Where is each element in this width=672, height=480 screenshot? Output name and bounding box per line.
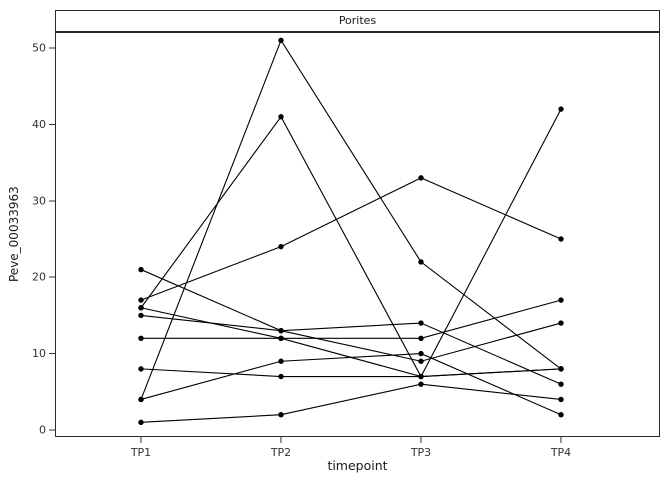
x-tick-label: TP2 — [270, 446, 291, 459]
data-point — [418, 175, 424, 181]
data-point — [278, 373, 284, 380]
data-point — [138, 297, 144, 303]
data-point — [138, 312, 144, 319]
data-point — [278, 243, 284, 250]
data-point — [418, 320, 424, 326]
data-point — [418, 350, 424, 357]
series-line — [140, 177, 562, 301]
data-point — [278, 358, 284, 364]
data-point — [558, 412, 564, 418]
x-axis-title: timepoint — [327, 458, 388, 473]
data-point — [138, 396, 144, 403]
series-line — [140, 383, 562, 423]
data-point — [418, 358, 424, 364]
y-axis-title: Peve_00033963 — [7, 186, 21, 283]
y-tick-label: 30 — [32, 194, 46, 207]
series-line — [141, 299, 562, 339]
data-point — [558, 396, 564, 403]
data-point — [278, 412, 284, 418]
y-tick-label: 40 — [32, 118, 46, 131]
series-line — [140, 108, 562, 378]
x-tick-label: TP1 — [130, 446, 151, 459]
data-point — [558, 366, 564, 372]
data-point — [558, 236, 564, 242]
y-tick-label: 10 — [32, 347, 46, 360]
series-line — [140, 269, 562, 385]
data-point — [558, 381, 564, 387]
data-point — [138, 305, 144, 311]
data-point — [558, 106, 564, 112]
data-point — [138, 419, 144, 426]
data-point — [278, 335, 284, 342]
data-point — [418, 373, 424, 380]
data-point — [418, 335, 424, 342]
y-tick-label: 0 — [39, 424, 46, 437]
series-line — [140, 307, 562, 378]
x-tick-label: TP3 — [410, 446, 431, 459]
data-point — [558, 297, 564, 303]
y-tick-label: 50 — [32, 42, 46, 55]
data-point — [418, 381, 424, 387]
data-point — [138, 266, 144, 273]
data-point — [138, 335, 144, 342]
data-point — [558, 320, 564, 326]
x-tick-label: TP4 — [550, 446, 571, 459]
data-point — [278, 37, 284, 44]
data-point — [278, 114, 284, 120]
y-tick-label: 20 — [32, 271, 46, 284]
facet-strip-title: Porites — [55, 10, 660, 32]
data-point — [278, 327, 284, 334]
series-line — [140, 39, 562, 400]
data-point — [418, 259, 424, 265]
data-point — [138, 366, 144, 372]
panel-border — [55, 32, 660, 437]
